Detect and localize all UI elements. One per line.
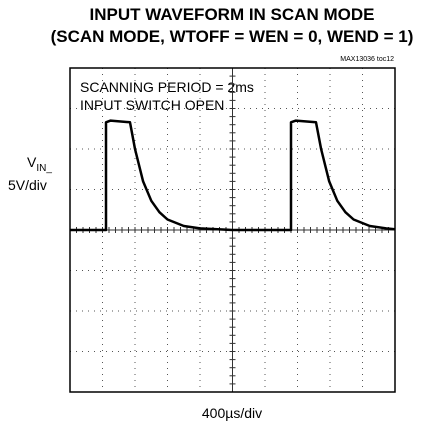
x-label: 400µs/div	[202, 405, 262, 421]
figure-id: MAX13036 toc12	[340, 56, 394, 63]
annotation: SCANNING PERIOD = 2ms	[80, 79, 254, 95]
y-label-main: V	[27, 154, 37, 170]
chart-title: INPUT WAVEFORM IN SCAN MODE	[90, 5, 375, 24]
chart-subtitle: (SCAN MODE, WTOFF = WEN = 0, WEND = 1)	[51, 27, 414, 46]
y-scale: 5V/div	[8, 177, 47, 193]
waveform	[70, 119, 396, 232]
annotation: INPUT SWITCH OPEN	[80, 97, 224, 113]
y-label-sub: IN_	[36, 163, 52, 174]
y-label: VIN_	[27, 154, 52, 174]
